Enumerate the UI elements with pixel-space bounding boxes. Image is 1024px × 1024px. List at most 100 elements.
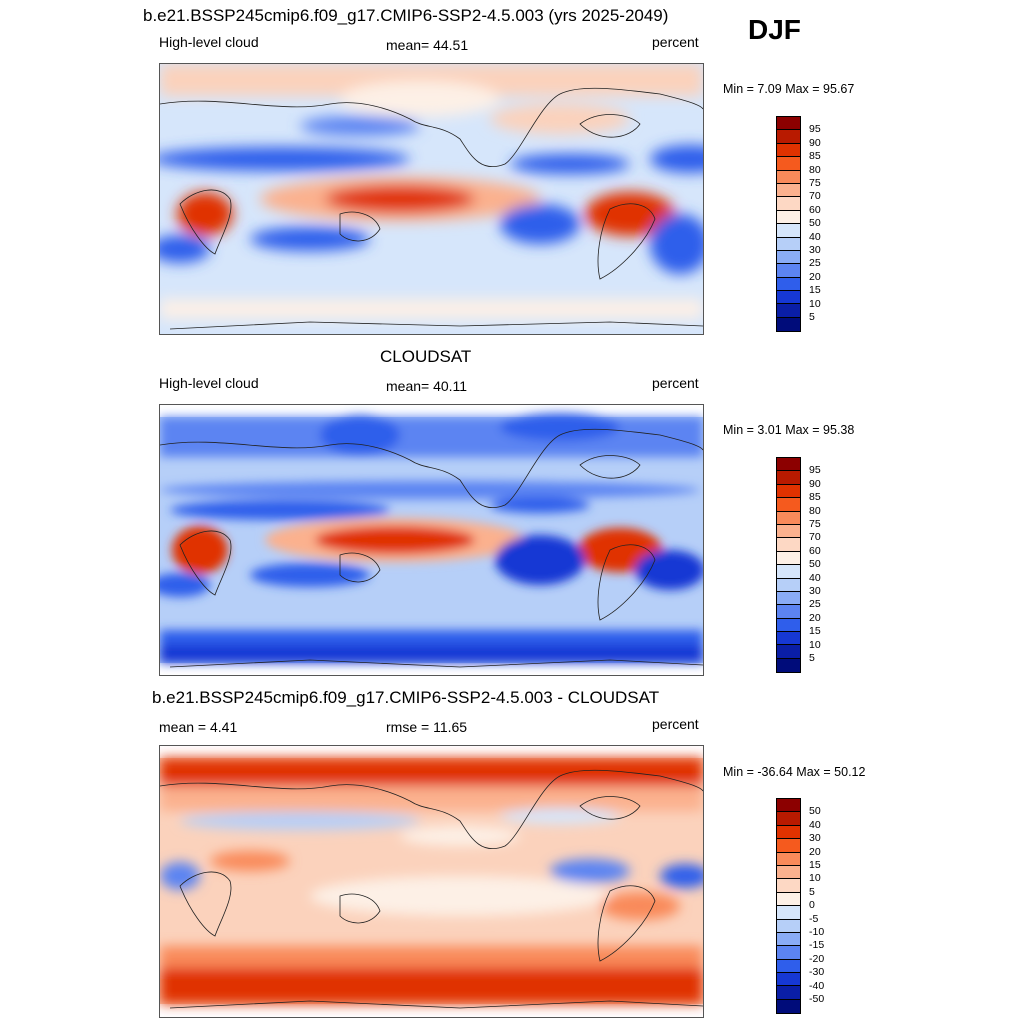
panel-3-colorbar — [776, 798, 801, 1015]
colorbar-tick-label: 5 — [809, 885, 815, 898]
colorbar-tick-label: 15 — [809, 859, 821, 871]
colorbar-tick-label: 15 — [809, 625, 821, 638]
colorbar-tick-label: 90 — [809, 136, 821, 149]
panel-1-title: b.e21.BSSP245cmip6.f09_g17.CMIP6-SSP2-4.… — [143, 6, 669, 25]
panel-3-rmse-label: rmse = 11.65 — [386, 719, 468, 735]
colorbar-swatch — [777, 973, 800, 987]
colorbar-swatch — [777, 183, 800, 198]
colorbar-swatch — [777, 986, 800, 1000]
colorbar-swatch — [777, 458, 800, 472]
colorbar-tick-label: 50 — [809, 558, 821, 571]
colorbar-swatch — [777, 632, 800, 646]
colorbar-tick-label: 5 — [809, 652, 815, 664]
colorbar-swatch — [777, 157, 800, 171]
colorbar-swatch — [777, 932, 800, 947]
colorbar-swatch — [777, 524, 800, 539]
colorbar-swatch — [777, 498, 800, 512]
colorbar-tick-label: 40 — [809, 571, 821, 584]
colorbar-tick-label: 85 — [809, 491, 821, 504]
colorbar-swatch — [777, 799, 800, 813]
colorbar-swatch — [777, 277, 800, 292]
panel-2-mean-label: mean= 40.11 — [386, 378, 468, 394]
colorbar-tick-label: 20 — [809, 270, 821, 283]
panel-3-units-label: percent — [652, 716, 699, 732]
panel-3-map — [159, 745, 704, 1018]
panel-2-colorbar — [776, 457, 801, 674]
colorbar-tick-label: 10 — [809, 297, 821, 310]
colorbar-tick-label: -5 — [809, 912, 819, 925]
colorbar-tick-label: 95 — [809, 464, 821, 477]
colorbar-tick-label: -30 — [809, 966, 825, 979]
colorbar-swatch — [777, 812, 800, 826]
panel-3-mean-label: mean = 4.41 — [159, 719, 238, 735]
panel-2-title: CLOUDSAT — [380, 347, 472, 366]
colorbar-swatch — [777, 591, 800, 606]
colorbar-tick-label: 10 — [809, 872, 821, 885]
colorbar-tick-label: 60 — [809, 203, 821, 216]
colorbar-tick-label: 50 — [809, 217, 821, 230]
colorbar-swatch — [777, 618, 800, 633]
colorbar-swatch — [777, 170, 800, 184]
panel-1-map — [159, 63, 704, 335]
colorbar-tick-label: 70 — [809, 190, 821, 203]
colorbar-tick-label: 60 — [809, 544, 821, 557]
colorbar-swatch — [777, 946, 800, 960]
colorbar-swatch — [777, 565, 800, 579]
panel-2-units-label: percent — [652, 375, 699, 391]
colorbar-tick-label: -40 — [809, 979, 825, 992]
panel-1-mean-label: mean= 44.51 — [386, 37, 469, 53]
colorbar-swatch — [777, 264, 800, 278]
colorbar-tick-label: 70 — [809, 531, 821, 544]
colorbar-swatch — [777, 143, 800, 158]
panel-2-map — [159, 404, 704, 676]
colorbar-tick-label: 25 — [809, 598, 821, 611]
season-label: DJF — [748, 14, 801, 45]
colorbar-tick-label: 90 — [809, 477, 821, 490]
colorbar-swatch — [777, 906, 800, 920]
panel-1-minmax: Min = 7.09 Max = 95.67 — [723, 82, 855, 96]
colorbar-tick-label: 75 — [809, 518, 821, 530]
colorbar-tick-label: 40 — [809, 230, 821, 243]
colorbar-swatch — [777, 852, 800, 866]
colorbar-swatch — [777, 825, 800, 840]
colorbar-tick-label: -15 — [809, 939, 825, 952]
panel-2-minmax: Min = 3.01 Max = 95.38 — [723, 423, 855, 437]
colorbar-swatch — [777, 237, 800, 251]
colorbar-swatch — [777, 291, 800, 305]
colorbar-tick-label: 20 — [809, 845, 821, 858]
colorbar-tick-label: -50 — [809, 993, 825, 1005]
colorbar-tick-label: 40 — [809, 818, 821, 831]
colorbar-swatch — [777, 538, 800, 552]
colorbar-tick-label: 30 — [809, 832, 821, 845]
colorbar-swatch — [777, 959, 800, 974]
colorbar-swatch — [777, 511, 800, 525]
colorbar-tick-label: 80 — [809, 504, 821, 517]
colorbar-tick-label: 85 — [809, 150, 821, 163]
colorbar-tick-label: 25 — [809, 257, 821, 270]
colorbar-swatch — [777, 892, 800, 907]
colorbar-swatch — [777, 210, 800, 225]
panel-2-variable-label: High-level cloud — [159, 375, 259, 391]
colorbar-swatch — [777, 658, 800, 673]
colorbar-tick-label: 15 — [809, 284, 821, 297]
colorbar-tick-label: 50 — [809, 805, 821, 818]
colorbar-tick-label: 95 — [809, 123, 821, 136]
colorbar-tick-label: 75 — [809, 177, 821, 189]
colorbar-swatch — [777, 645, 800, 659]
colorbar-swatch — [777, 117, 800, 131]
colorbar-swatch — [777, 250, 800, 265]
colorbar-swatch — [777, 999, 800, 1014]
colorbar-swatch — [777, 551, 800, 566]
colorbar-swatch — [777, 317, 800, 332]
panel-1-variable-label: High-level cloud — [159, 34, 259, 50]
colorbar-tick-label: 80 — [809, 163, 821, 176]
colorbar-swatch — [777, 224, 800, 238]
colorbar-tick-label: 10 — [809, 638, 821, 651]
colorbar-swatch — [777, 471, 800, 485]
colorbar-tick-label: -10 — [809, 926, 825, 938]
panel-1-colorbar — [776, 116, 801, 333]
panel-1-units-label: percent — [652, 34, 699, 50]
colorbar-tick-label: 20 — [809, 611, 821, 624]
colorbar-swatch — [777, 197, 800, 211]
colorbar-tick-label: -20 — [809, 952, 825, 965]
